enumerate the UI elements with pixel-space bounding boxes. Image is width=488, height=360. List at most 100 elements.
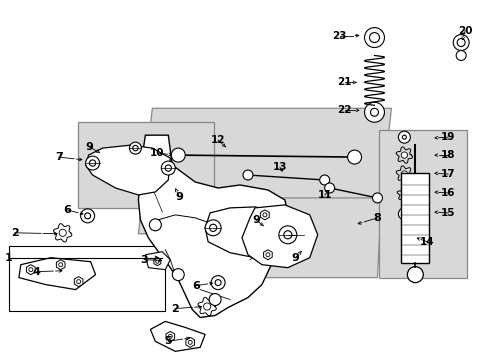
Circle shape bbox=[364, 28, 384, 48]
Circle shape bbox=[29, 268, 33, 272]
Polygon shape bbox=[242, 205, 317, 268]
Text: 10: 10 bbox=[150, 148, 164, 158]
Text: 2: 2 bbox=[171, 303, 179, 314]
Circle shape bbox=[85, 156, 100, 170]
Polygon shape bbox=[379, 130, 466, 278]
Circle shape bbox=[89, 160, 96, 166]
Circle shape bbox=[398, 208, 409, 220]
Polygon shape bbox=[145, 252, 170, 270]
Circle shape bbox=[172, 269, 184, 280]
Polygon shape bbox=[260, 210, 269, 220]
Text: 17: 17 bbox=[440, 169, 455, 179]
Circle shape bbox=[402, 212, 406, 216]
Circle shape bbox=[324, 183, 334, 193]
Text: 7: 7 bbox=[55, 152, 62, 162]
Polygon shape bbox=[138, 135, 289, 318]
Circle shape bbox=[262, 232, 273, 244]
Text: 19: 19 bbox=[440, 132, 454, 142]
Circle shape bbox=[372, 193, 382, 203]
Circle shape bbox=[209, 293, 221, 306]
Text: 1: 1 bbox=[5, 253, 13, 263]
Circle shape bbox=[455, 50, 465, 60]
Bar bbox=[401, 173, 428, 263]
Polygon shape bbox=[185, 337, 194, 347]
Circle shape bbox=[370, 108, 378, 116]
Circle shape bbox=[283, 231, 291, 239]
Text: 8: 8 bbox=[373, 213, 381, 223]
Circle shape bbox=[401, 171, 407, 177]
Circle shape bbox=[188, 340, 192, 345]
Text: 18: 18 bbox=[440, 150, 454, 160]
Polygon shape bbox=[165, 332, 174, 341]
Polygon shape bbox=[138, 108, 390, 234]
Circle shape bbox=[129, 142, 141, 154]
Text: 15: 15 bbox=[440, 208, 454, 218]
Circle shape bbox=[452, 35, 468, 50]
Circle shape bbox=[203, 303, 210, 310]
Circle shape bbox=[155, 260, 159, 263]
Circle shape bbox=[84, 213, 90, 219]
Text: 22: 22 bbox=[337, 105, 351, 115]
Text: 12: 12 bbox=[210, 135, 225, 145]
Circle shape bbox=[401, 191, 406, 197]
Text: 13: 13 bbox=[272, 162, 286, 172]
Polygon shape bbox=[26, 265, 35, 275]
Circle shape bbox=[263, 213, 266, 217]
Circle shape bbox=[407, 267, 423, 283]
Text: 16: 16 bbox=[440, 188, 454, 198]
Text: 4: 4 bbox=[33, 267, 41, 276]
Circle shape bbox=[278, 226, 296, 244]
Polygon shape bbox=[19, 258, 95, 289]
Polygon shape bbox=[56, 260, 65, 270]
Text: 9: 9 bbox=[175, 192, 183, 202]
Circle shape bbox=[456, 39, 464, 46]
Circle shape bbox=[132, 145, 138, 151]
Text: 3: 3 bbox=[140, 255, 148, 265]
Circle shape bbox=[209, 224, 216, 231]
Circle shape bbox=[165, 165, 171, 171]
Polygon shape bbox=[85, 145, 170, 195]
Circle shape bbox=[161, 161, 175, 175]
Text: 6: 6 bbox=[192, 280, 200, 291]
Text: 9: 9 bbox=[291, 253, 299, 263]
Circle shape bbox=[149, 219, 161, 231]
Text: 14: 14 bbox=[419, 237, 434, 247]
Circle shape bbox=[369, 32, 379, 42]
Circle shape bbox=[287, 227, 303, 243]
Text: 9: 9 bbox=[251, 215, 259, 225]
Circle shape bbox=[171, 148, 185, 162]
Circle shape bbox=[77, 280, 81, 284]
Bar bbox=[9, 246, 165, 311]
Circle shape bbox=[347, 150, 361, 164]
Circle shape bbox=[401, 152, 407, 158]
Polygon shape bbox=[154, 258, 161, 266]
Circle shape bbox=[211, 276, 224, 289]
Text: 23: 23 bbox=[332, 31, 346, 41]
Circle shape bbox=[243, 170, 252, 180]
Polygon shape bbox=[78, 122, 214, 208]
Polygon shape bbox=[196, 198, 381, 278]
Polygon shape bbox=[263, 250, 272, 260]
Circle shape bbox=[215, 280, 221, 285]
Circle shape bbox=[402, 135, 406, 139]
Circle shape bbox=[168, 334, 172, 338]
Circle shape bbox=[59, 229, 66, 237]
Text: 9: 9 bbox=[85, 142, 93, 152]
Circle shape bbox=[81, 209, 94, 223]
Circle shape bbox=[319, 175, 329, 185]
Circle shape bbox=[370, 33, 378, 41]
Circle shape bbox=[59, 263, 62, 267]
Text: 6: 6 bbox=[62, 205, 70, 215]
Text: 5: 5 bbox=[164, 336, 172, 346]
Text: 2: 2 bbox=[11, 228, 19, 238]
Circle shape bbox=[205, 220, 221, 236]
Polygon shape bbox=[150, 321, 205, 351]
Circle shape bbox=[265, 253, 269, 257]
Text: 20: 20 bbox=[457, 26, 471, 36]
Circle shape bbox=[398, 131, 409, 143]
Text: 11: 11 bbox=[317, 190, 331, 200]
Text: 21: 21 bbox=[337, 77, 351, 87]
Circle shape bbox=[364, 102, 384, 122]
Circle shape bbox=[292, 231, 299, 238]
Polygon shape bbox=[74, 276, 83, 287]
